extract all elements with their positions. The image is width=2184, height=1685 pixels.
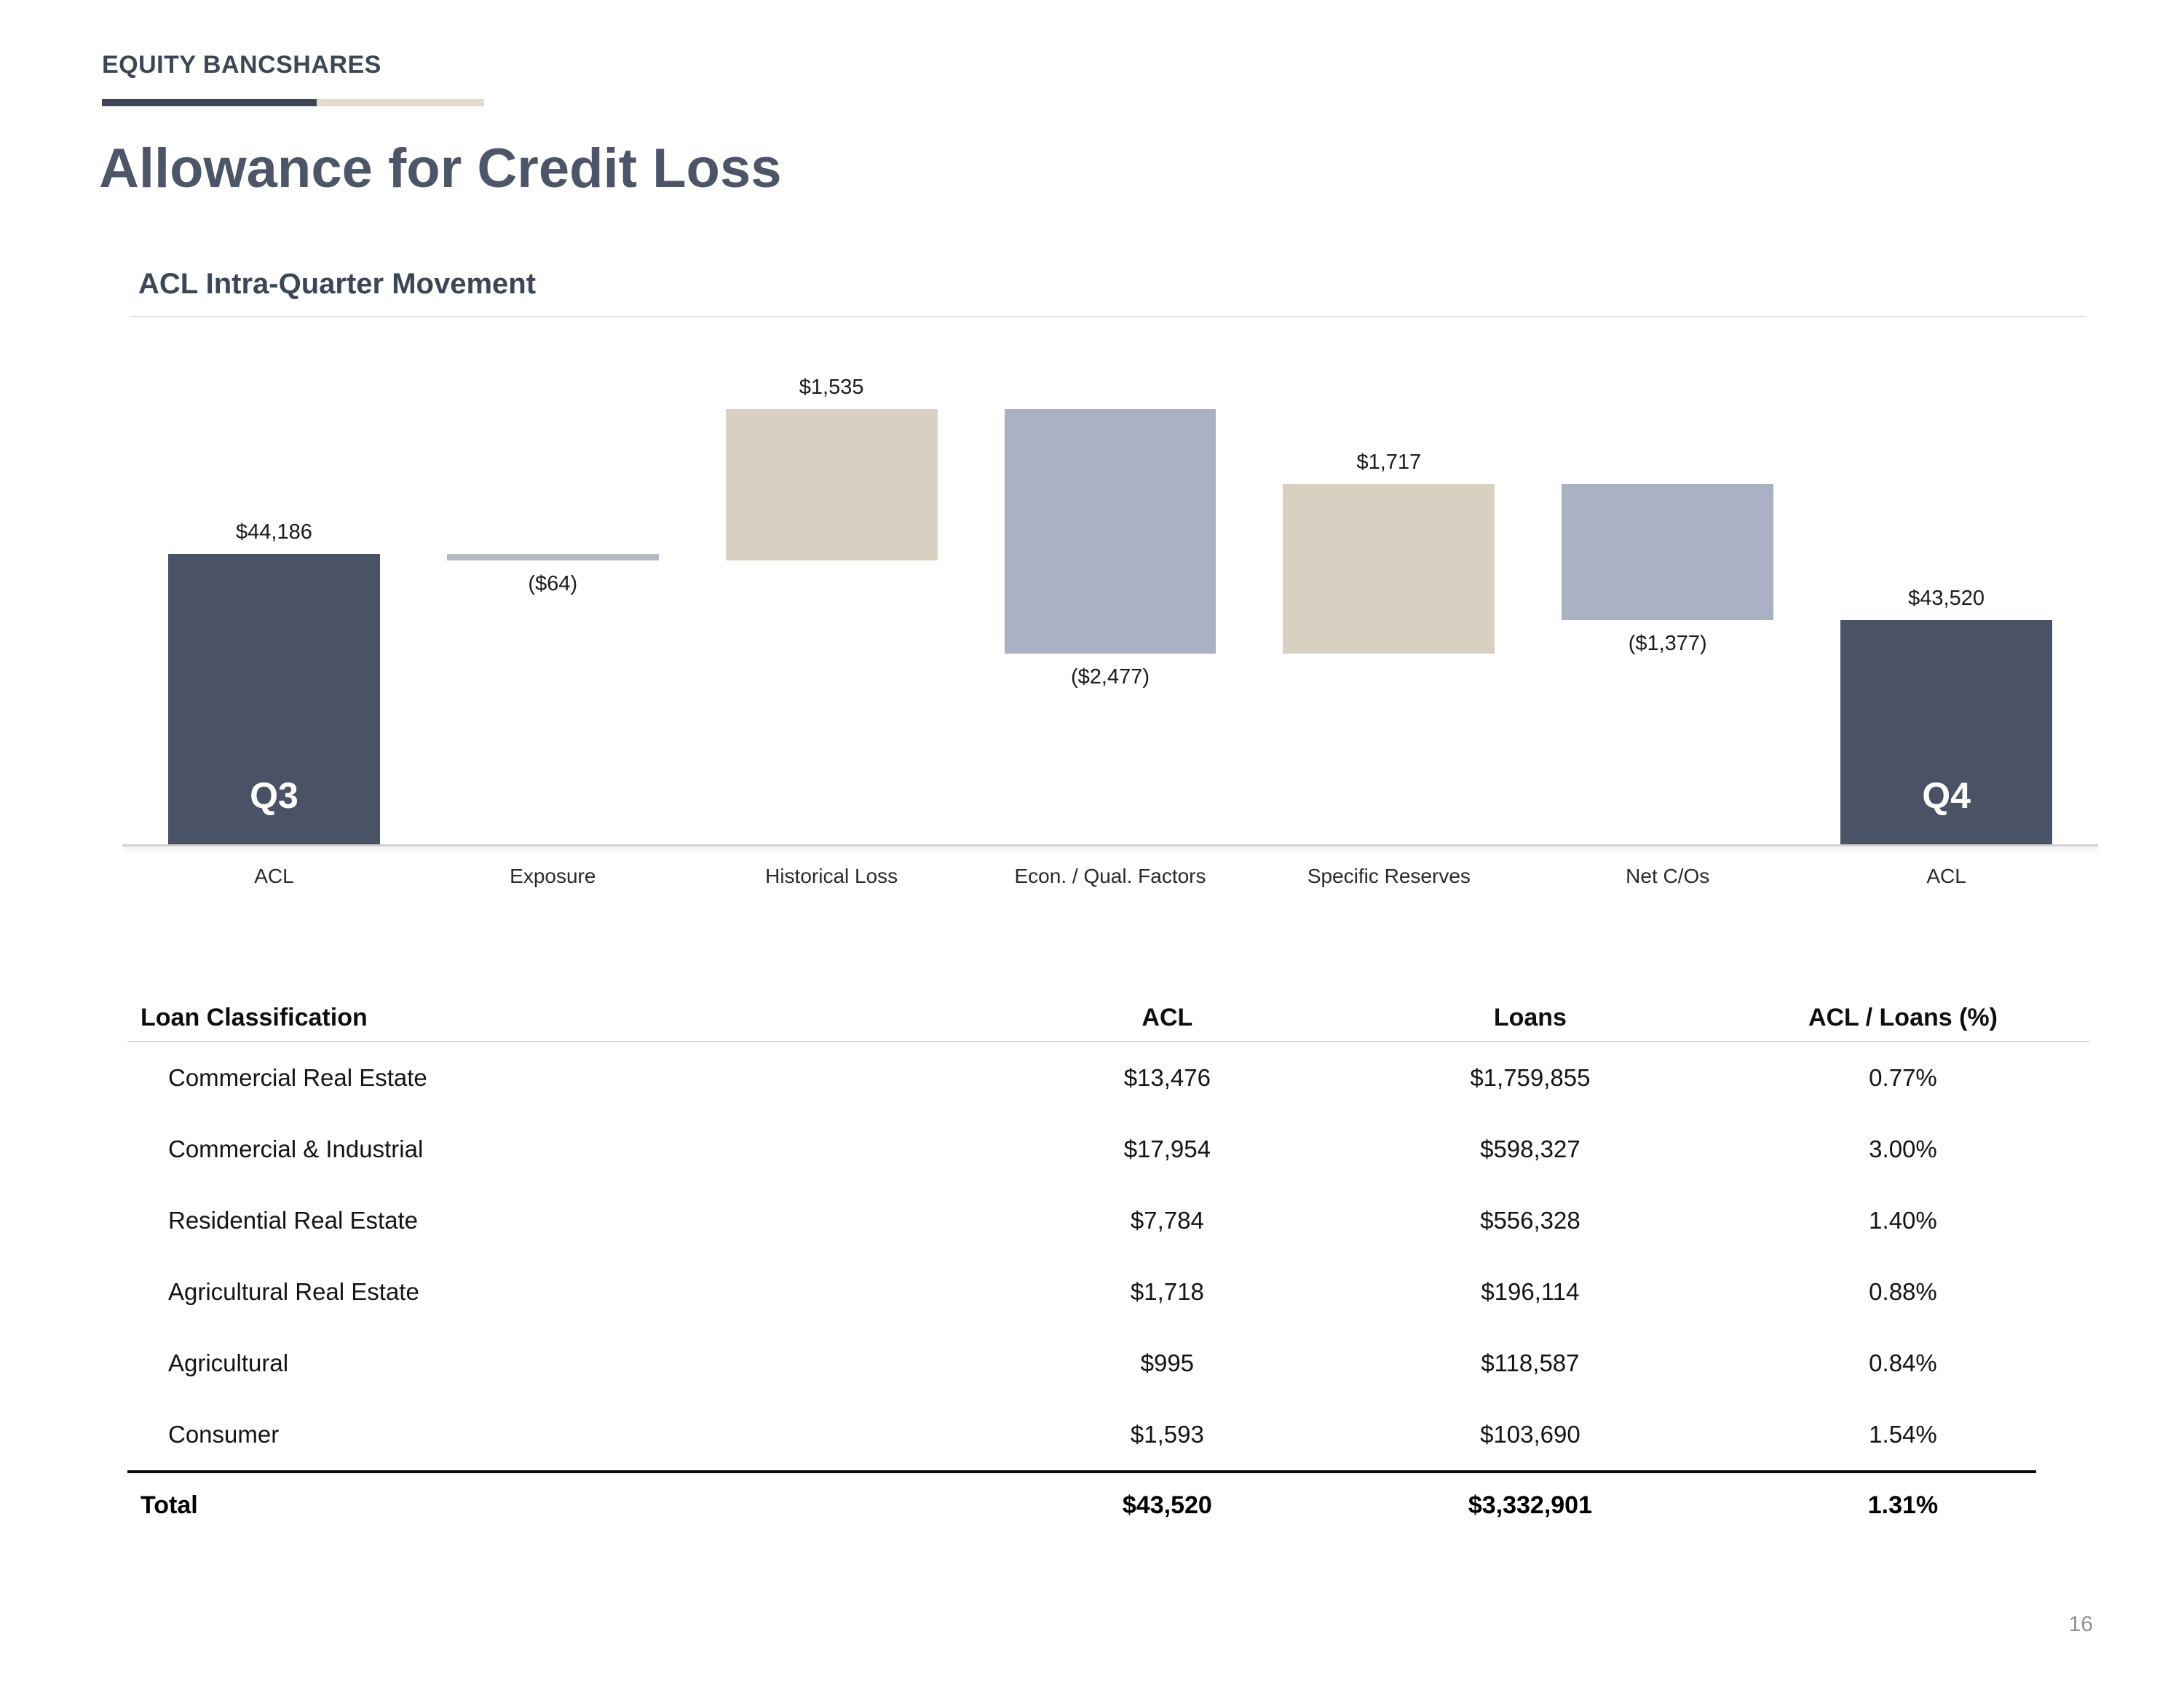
bar-value-label: ($2,477) [1070,665,1150,689]
bar-value-label: ($1,377) [1628,631,1707,655]
loan-classification-table: Loan Classification ACL Loans ACL / Loans (… [127,994,2089,1537]
value-cell: $103,690 [1480,1421,1580,1448]
waterfall-bar [1840,619,2053,844]
value-cell: 0.77% [1869,1064,1937,1091]
category-label: ACL [1926,865,1966,887]
total-value-cell: 1.31% [1867,1491,1939,1519]
value-cell: 0.88% [1869,1278,1937,1305]
value-cell: 3.00% [1869,1135,1937,1162]
value-cell: $17,954 [1123,1135,1211,1162]
brand-underline [102,99,484,106]
waterfall-bar [1562,483,1774,620]
value-cell: $995 [1140,1349,1195,1376]
value-cell: $13,476 [1123,1064,1211,1091]
brand-underline-dark [102,99,317,106]
header-cell: ACL / Loans (%) [1808,1003,1998,1031]
table-header-divider [127,1041,2089,1042]
value-cell: $1,593 [1130,1421,1204,1448]
bar-value-label: $43,520 [1908,586,1985,610]
row-label-cell: Total [141,1491,198,1519]
table-total-row: Total $43,520 $3,332,901 1.31% [127,1473,2089,1537]
total-value-cell: $3,332,901 [1468,1491,1592,1519]
value-cell: $556,328 [1480,1207,1580,1234]
bar-value-label: $1,717 [1356,450,1422,474]
category-labels: ACL Exposure Historical Loss Econ. / Qual. … [135,865,2086,888]
value-cell: 1.54% [1869,1421,1937,1448]
table-row: Agricultural $995 $118,587 0.84% [127,1328,2089,1399]
table-row: Residential Real Estate $7,784 $556,328 1.4… [127,1185,2089,1256]
table-head: Loan Classification ACL Loans ACL / Loans (… [127,994,2089,1041]
bar-inner-label: Q3 [250,775,298,816]
header-cell: Loans [1493,1003,1567,1031]
value-cell: $1,759,855 [1470,1064,1591,1091]
brand-title: EQUITY BANCSHARES [102,51,381,79]
waterfall-bar [1004,408,1216,654]
page-title: Allowance for Credit Loss [99,138,782,199]
page-number: 16 [2068,1612,2093,1636]
category-label: Specific Reserves [1307,865,1471,887]
table-row: Agricultural Real Estate $1,718 $196,114 0.… [127,1256,2089,1328]
table-body: Commercial Real Estate $13,476 $1,759,855 0… [127,1042,2089,1470]
category-label: Net C/Os [1626,865,1710,887]
row-label-cell: Agricultural [168,1349,289,1376]
row-label-cell: Residential Real Estate [168,1207,419,1234]
row-label-cell: Agricultural Real Estate [168,1278,419,1305]
total-value-cell: $43,520 [1122,1491,1212,1519]
row-label-cell: Commercial Real Estate [168,1064,427,1091]
bar-inner-label: Q4 [1922,775,1971,816]
table-header-row: Loan Classification ACL Loans ACL / Loans (… [127,994,2089,1041]
bar-value-label: ($64) [528,572,578,595]
value-cell: $7,784 [1130,1207,1204,1234]
chart-section-title: ACL Intra-Quarter Movement [138,268,537,300]
category-label: Econ. / Qual. Factors [1014,865,1206,887]
row-label-cell: Loan Classification [141,1003,368,1031]
table-row: Consumer $1,593 $103,690 1.54% [127,1399,2089,1470]
category-label: Exposure [510,865,596,887]
value-cell: $118,587 [1481,1349,1580,1376]
value-cell: 1.40% [1869,1207,1937,1234]
brand-underline-light [317,99,484,106]
waterfall-bar [725,408,938,560]
value-cell: $1,718 [1130,1278,1204,1305]
table-row: Commercial & Industrial $17,954 $598,327 3.… [127,1114,2089,1185]
row-label-cell: Commercial & Industrial [168,1135,424,1162]
category-label: ACL [254,865,294,887]
table-row: Commercial Real Estate $13,476 $1,759,855 0… [127,1042,2089,1114]
x-axis [122,844,2098,847]
table-total-divider [127,1470,2036,1473]
waterfall-bar [1283,483,1495,654]
waterfall-plot: $44,186 Q3 ($64) $1,535 ($2,477) $1,717 ($1,37… [135,375,2086,844]
row-label-cell: Consumer [168,1421,280,1448]
category-label: Historical Loss [765,865,898,887]
bar-value-label: $1,535 [799,375,864,399]
table-total: Total $43,520 $3,332,901 1.31% [127,1473,2089,1537]
waterfall-bar [446,554,659,561]
header-cell: ACL [1142,1003,1193,1031]
section-divider [130,316,2086,317]
value-cell: 0.84% [1869,1349,1937,1376]
bar-value-label: $44,186 [236,520,312,544]
waterfall-bar [167,554,380,844]
value-cell: $598,327 [1480,1135,1580,1162]
value-cell: $196,114 [1481,1278,1580,1305]
